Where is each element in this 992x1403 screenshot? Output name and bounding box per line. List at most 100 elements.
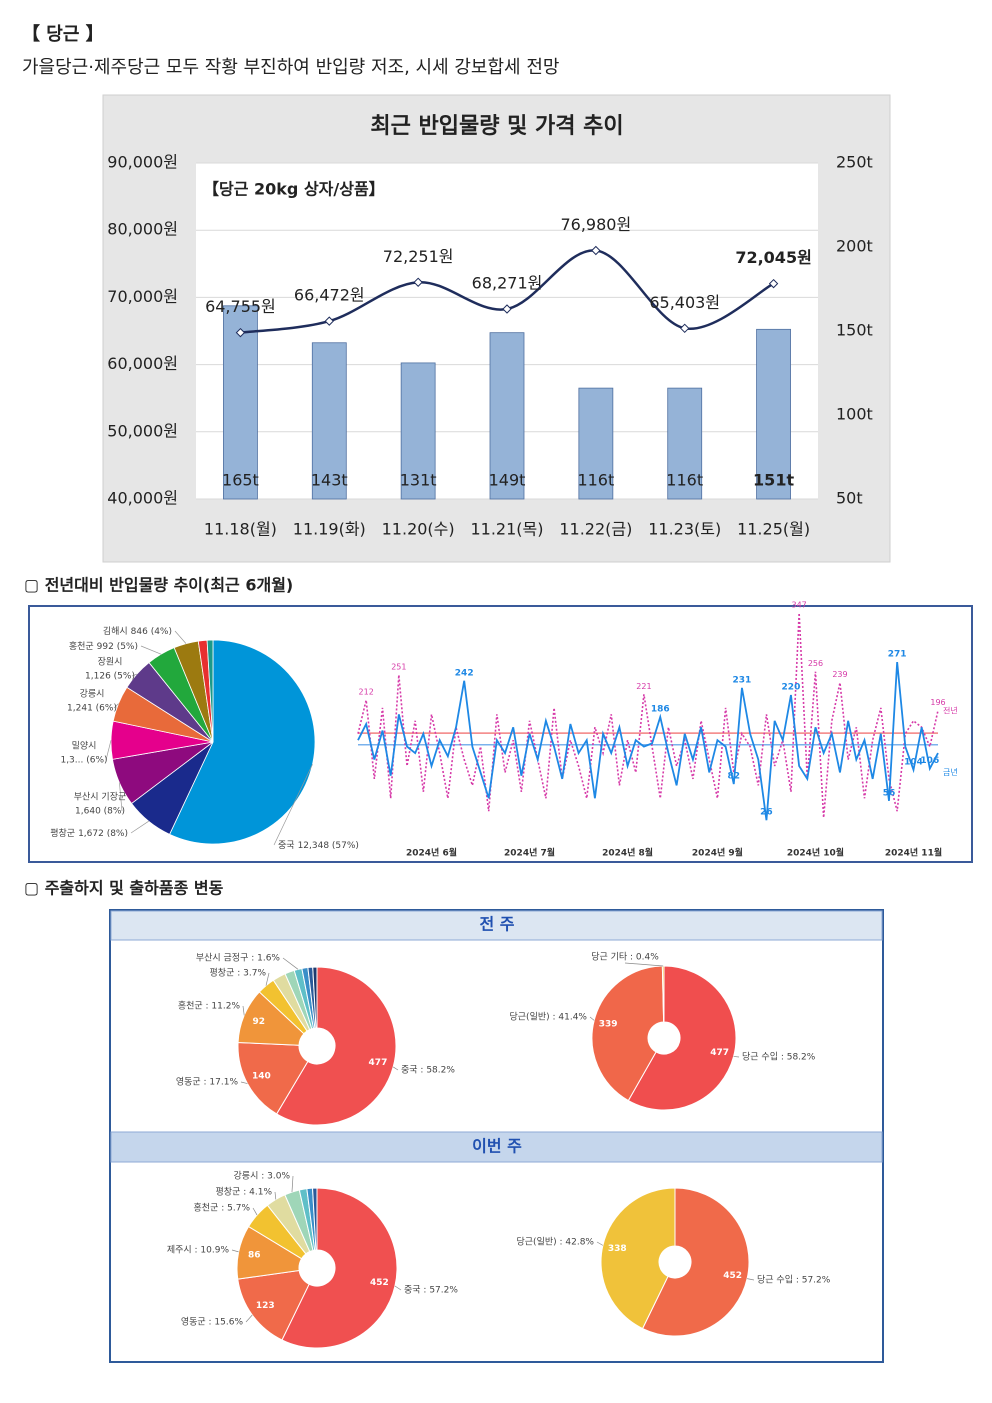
series-line (357, 661, 939, 821)
leader-line (140, 645, 162, 655)
y-tick-label: 80,000원 (107, 220, 178, 239)
slice-value: 1,640 (8%) (75, 807, 125, 817)
point-label: 242 (455, 668, 474, 678)
x-tick-label: 2024년 6월 (406, 847, 457, 859)
x-tick-label: 11.21(목) (470, 520, 543, 539)
y-tick-label: 70,000원 (107, 287, 178, 306)
leader-line (231, 1249, 239, 1253)
donut-slice (312, 966, 318, 1029)
leader-line (240, 1081, 248, 1084)
x-tick-label: 11.23(토) (648, 520, 721, 539)
price-marker (413, 277, 423, 287)
slice-label: 중국 : 58.2% (401, 1065, 455, 1076)
slice-name: 밀양시 (72, 740, 97, 752)
leader-line (273, 764, 313, 846)
leader-line (113, 703, 119, 709)
price-label: 65,403원 (649, 293, 720, 312)
leader-line (291, 1175, 294, 1193)
leader-line (242, 1005, 245, 1016)
donut-slice (237, 1269, 310, 1341)
y2-tick-label: 150t (836, 321, 873, 340)
slice-value: 339 (599, 1019, 618, 1029)
price-label: 64,755원 (205, 297, 276, 316)
panel-header (110, 1131, 883, 1163)
point-label: 220 (782, 682, 801, 692)
point-label: 251 (391, 662, 406, 671)
point-label: 106 (920, 756, 939, 766)
point-label: 104 (904, 757, 923, 767)
chart-title: 최근 반입물량 및 가격 추이 (370, 114, 623, 139)
slice-label: 평창군 : 3.7% (210, 968, 267, 979)
slice-name: 강릉시 (80, 689, 105, 700)
y2-tick-label: 200t (836, 237, 873, 256)
leader-line (733, 1056, 740, 1058)
point-label: 256 (808, 659, 823, 668)
slice-label: 부산시 금정구 : 1.6% (196, 953, 281, 964)
slice-value: 846 (4%) (131, 627, 172, 637)
slice-value: 86 (248, 1251, 261, 1261)
slice-name: 김해시 (103, 625, 128, 637)
slice-label: 김해시 846 (4%) (103, 625, 172, 637)
price-marker (591, 245, 601, 256)
price-marker (680, 323, 690, 333)
series-name: 전년 (943, 706, 958, 716)
slice-label: 영동군 : 15.6% (181, 1317, 244, 1328)
donut-slice (591, 965, 665, 1102)
leader-line (130, 820, 149, 834)
x-tick-label: 11.20(수) (382, 520, 455, 539)
slice-value: 477 (710, 1048, 729, 1058)
slice-name: 홍천군 (69, 640, 94, 652)
page-subtitle: 가을당근·제주당근 모두 작황 부진하여 반입량 저조, 시세 강보합세 전망 (22, 57, 559, 78)
slice-value: 477 (369, 1058, 388, 1068)
slice-label: 당근 기타 : 0.4% (591, 952, 659, 963)
point-label: 239 (832, 670, 847, 679)
price-marker (768, 278, 779, 289)
bar (578, 387, 614, 500)
price-marker (235, 327, 246, 338)
slice-label: 평창군 1,672 (8%) (50, 828, 128, 839)
slice-name: 부산시 기장군 (74, 792, 127, 803)
slice-value: 338 (608, 1244, 627, 1254)
leader-line (282, 957, 299, 970)
slice-label: 제주시 : 10.9% (167, 1245, 230, 1256)
slice-value: 92 (252, 1017, 265, 1027)
pie-slice (206, 639, 214, 743)
point-label: 26 (760, 808, 773, 818)
point-label: 56 (883, 788, 896, 798)
donut-slice (312, 1187, 318, 1251)
donut-slice (600, 1187, 676, 1330)
bar (311, 342, 347, 500)
section-heading: ▢ 전년대비 반입물량 추이(최근 6개월) (24, 576, 293, 595)
y-tick-label: 60,000원 (107, 354, 178, 373)
slice-label: 당근 수입 : 57.2% (757, 1274, 831, 1286)
slice-label: 홍천군 : 5.7% (194, 1202, 251, 1214)
panel-title: 전 주 (479, 915, 514, 934)
y2-tick-label: 250t (836, 153, 873, 172)
bar-label: 151t (753, 471, 794, 490)
bar (667, 387, 703, 500)
x-tick-label: 11.19(화) (293, 520, 366, 539)
leader-line (274, 1191, 277, 1200)
slice-name: 중국 (278, 840, 295, 851)
donut-slice (275, 966, 397, 1126)
price-marker (324, 316, 334, 326)
page-title: 【 당근 】 (22, 24, 104, 45)
leader-line (119, 782, 123, 812)
price-label: 72,251원 (383, 247, 454, 266)
slice-label: 당근(일반) : 42.8% (517, 1237, 595, 1248)
bar (223, 305, 258, 500)
slice-value: 1,241 (6%) (67, 704, 117, 714)
donut-slice (281, 1187, 398, 1349)
donut-slice (627, 965, 737, 1111)
bar-label: 116t (577, 471, 614, 490)
bar-label: 116t (666, 471, 703, 490)
slice-label: 홍천군 992 (5%) (69, 640, 138, 652)
point-label: 82 (728, 772, 741, 782)
slice-label: 영동군 : 17.1% (176, 1077, 239, 1088)
slice-value: 452 (723, 1271, 742, 1281)
bar (756, 328, 791, 500)
donut-slice (237, 1041, 309, 1115)
slice-value: 1,126 (5%) (85, 672, 135, 682)
leader-line (394, 1285, 402, 1291)
